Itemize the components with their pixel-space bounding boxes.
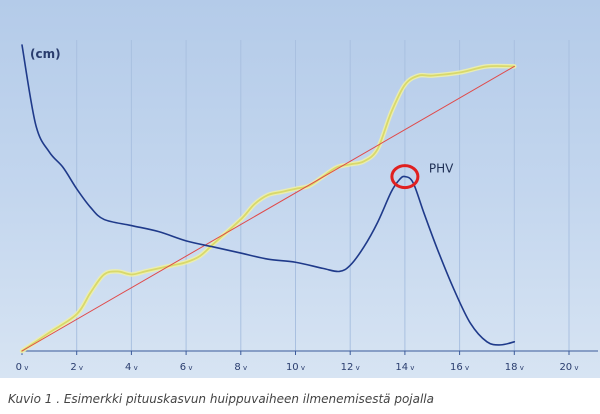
grid-lines: [76, 40, 570, 351]
x-tick-label: 8 v: [234, 362, 247, 373]
x-tick-label: 18 v: [505, 362, 524, 373]
x-tick-number: 20: [559, 362, 572, 373]
x-tick-label: 2 v: [70, 362, 83, 373]
x-tick-label: 4 v: [125, 362, 138, 373]
x-tick-number: 0: [16, 362, 22, 373]
x-tick-unit: v: [299, 364, 305, 372]
annotation-marker: [390, 164, 420, 190]
annotations: PHV: [390, 162, 454, 190]
x-tick-number: 8: [234, 362, 240, 373]
annotation-label: PHV: [429, 162, 454, 176]
x-tick-number: 16: [450, 362, 463, 373]
x-tick-number: 4: [125, 362, 131, 373]
x-tick-label: 14 v: [395, 362, 414, 373]
x-tick-label: 16 v: [450, 362, 469, 373]
x-tick-label: 6 v: [180, 362, 193, 373]
x-tick-number: 18: [505, 362, 518, 373]
x-tick-unit: v: [572, 364, 578, 372]
x-tick-label: 0 v: [16, 362, 29, 373]
x-tick-unit: v: [517, 364, 523, 372]
x-tick-unit: v: [131, 364, 137, 372]
series-lines: [19, 44, 517, 354]
series-line: [21, 44, 516, 346]
x-tick-number: 6: [180, 362, 186, 373]
x-tick-unit: v: [463, 364, 469, 372]
x-tick-label: 20 v: [559, 362, 578, 373]
x-tick-label: 12 v: [341, 362, 360, 373]
x-tick-unit: v: [22, 364, 28, 372]
x-tick-number: 2: [70, 362, 76, 373]
figure-caption: Kuvio 1 . Esimerkki pituuskasvun huippuv…: [8, 392, 434, 406]
x-tick-number: 14: [395, 362, 408, 373]
series-line: [21, 65, 516, 352]
x-tick-unit: v: [186, 364, 192, 372]
x-tick-unit: v: [408, 364, 414, 372]
series-line: [21, 65, 515, 352]
x-tick-number: 12: [341, 362, 354, 373]
x-tick-label: 10 v: [286, 362, 305, 373]
x-tick-number: 10: [286, 362, 299, 373]
x-tick-unit: v: [353, 364, 359, 372]
y-axis-label: (cm): [30, 47, 61, 61]
x-tick-unit: v: [241, 364, 247, 372]
x-tick-unit: v: [77, 364, 83, 372]
